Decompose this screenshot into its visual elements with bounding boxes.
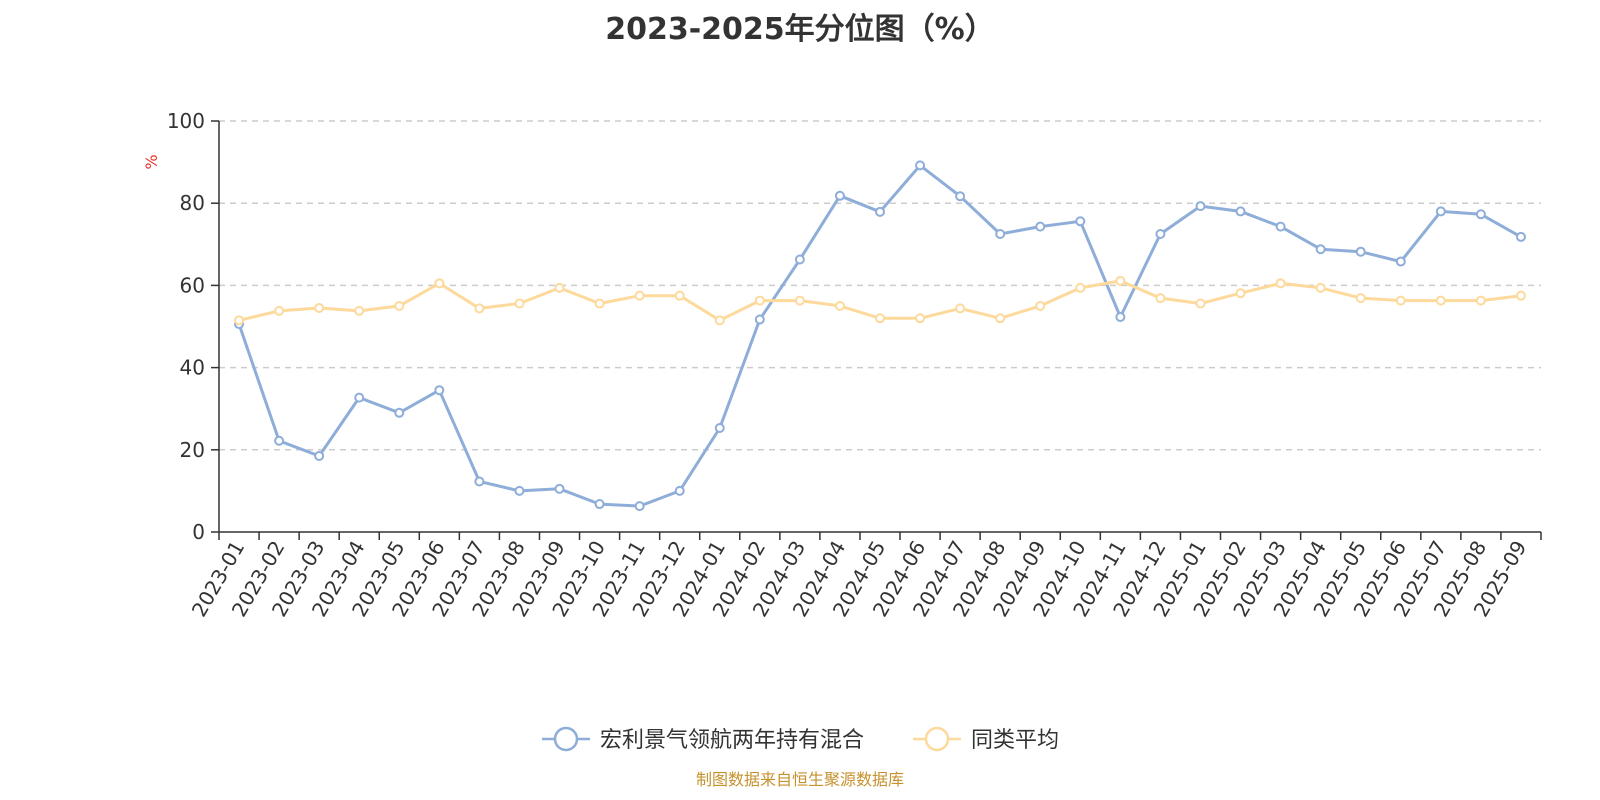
- data-point: [594, 499, 605, 510]
- data-point: [834, 190, 845, 201]
- data-point: [1195, 298, 1206, 309]
- data-point: [875, 313, 885, 324]
- legend-marker: [924, 726, 950, 752]
- data-point: [674, 290, 685, 301]
- data-point: [634, 501, 645, 512]
- data-point: [1035, 221, 1046, 232]
- data-point: [995, 313, 1006, 324]
- data-point: [1475, 295, 1486, 306]
- data-point: [955, 303, 966, 314]
- data-point: [394, 407, 405, 418]
- legend: 宏利景气领航两年持有混合 同类平均: [542, 726, 1059, 753]
- data-point: [274, 305, 285, 316]
- data-point: [915, 313, 926, 324]
- data-point: [354, 305, 365, 316]
- x-tick-labels: 2023-012023-022023-032023-042023-052023-…: [187, 537, 1532, 621]
- data-point: [674, 485, 685, 496]
- data-point: [915, 160, 926, 171]
- data-source-note: 制图数据来自恒生聚源数据库: [695, 770, 904, 789]
- y-tick-label: 100: [167, 109, 205, 133]
- data-point: [314, 450, 325, 461]
- data-point: [1315, 282, 1326, 293]
- grid-lines: [219, 120, 1541, 451]
- data-point: [1115, 312, 1126, 323]
- data-point: [714, 423, 725, 434]
- axes: [211, 120, 1542, 540]
- data-point: [1235, 288, 1246, 299]
- data-point: [1275, 278, 1286, 289]
- legend-label: 同类平均: [971, 728, 1059, 753]
- data-point: [554, 483, 565, 494]
- data-point: [1195, 201, 1206, 212]
- legend-label: 宏利景气领航两年持有混合: [600, 728, 864, 753]
- data-point: [1435, 206, 1446, 217]
- data-point: [594, 298, 605, 309]
- data-point: [234, 315, 245, 326]
- data-point: [1035, 300, 1046, 311]
- data-point: [1155, 229, 1166, 240]
- data-point: [1515, 231, 1526, 242]
- data-point: [274, 435, 285, 446]
- data-point: [875, 206, 885, 217]
- data-point: [1475, 209, 1486, 220]
- data-point: [1515, 290, 1526, 301]
- data-point: [474, 476, 485, 487]
- y-tick-label: 0: [192, 520, 205, 544]
- y-tick-label: 40: [180, 356, 205, 380]
- data-point: [754, 295, 765, 306]
- data-point: [434, 385, 445, 396]
- y-tick-labels: 0 20 40 60 80 100: [167, 109, 205, 544]
- y-axis-label: %: [142, 154, 161, 169]
- data-point: [554, 282, 565, 293]
- data-point: [1235, 206, 1246, 217]
- data-point: [1395, 256, 1406, 267]
- y-tick-label: 20: [180, 438, 205, 462]
- y-tick-label: 80: [180, 191, 205, 215]
- data-point: [514, 485, 525, 496]
- data-point: [314, 303, 325, 314]
- data-point: [1275, 221, 1286, 232]
- data-point: [1075, 216, 1086, 227]
- data-point: [955, 191, 966, 202]
- data-point: [1355, 246, 1366, 257]
- data-point: [1395, 295, 1406, 306]
- data-point: [394, 300, 405, 311]
- data-point: [1355, 293, 1366, 304]
- data-point: [794, 254, 805, 265]
- data-point: [1435, 295, 1446, 306]
- data-point: [754, 314, 765, 325]
- data-point: [794, 295, 805, 306]
- data-point: [634, 290, 645, 301]
- y-tick-label: 60: [180, 273, 205, 297]
- data-point: [1315, 244, 1326, 255]
- data-point: [354, 392, 365, 403]
- data-point: [1115, 275, 1126, 286]
- data-point: [995, 229, 1006, 240]
- data-point: [474, 303, 485, 314]
- data-point: [434, 278, 445, 289]
- data-point: [714, 315, 725, 326]
- series: [234, 160, 1526, 512]
- data-point: [1155, 293, 1166, 304]
- data-point: [514, 298, 525, 309]
- data-point: [1075, 282, 1086, 293]
- legend-marker: [553, 726, 579, 752]
- chart-title: 2023-2025年分位图（%）: [605, 12, 995, 47]
- data-point: [834, 300, 845, 311]
